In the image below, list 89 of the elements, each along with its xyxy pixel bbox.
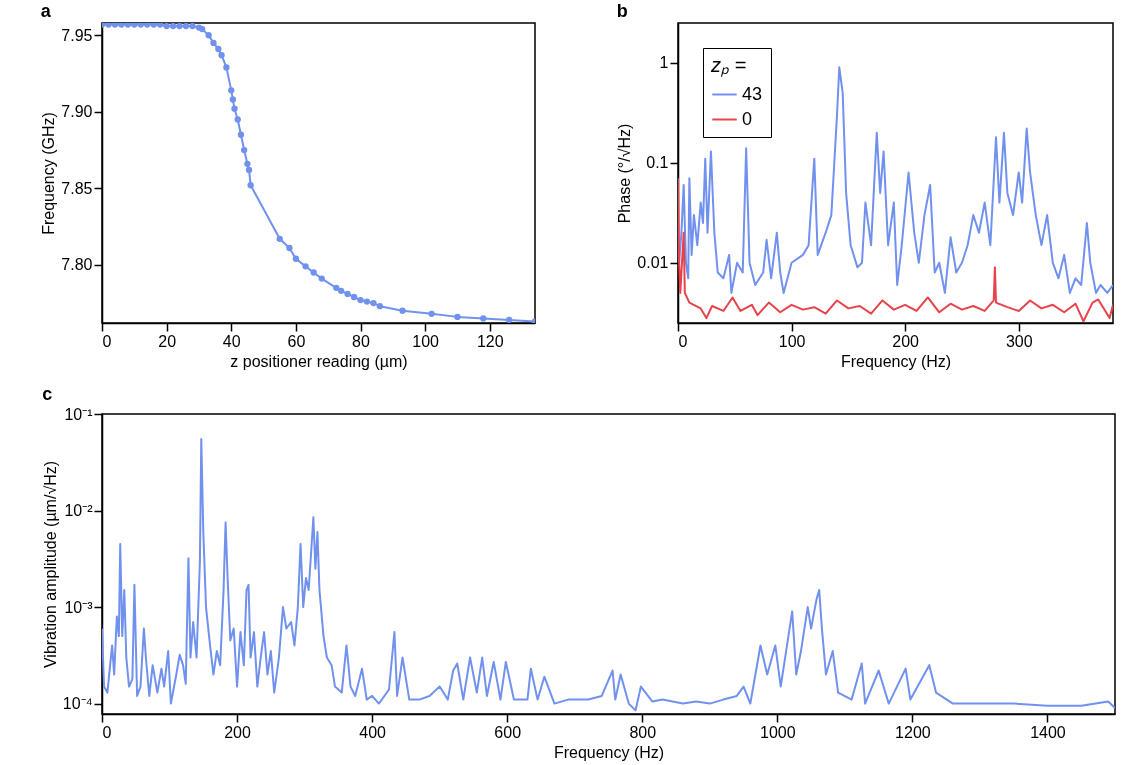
legend-label: 0 [742, 108, 753, 129]
point [505, 316, 513, 323]
point [182, 23, 190, 30]
x-tick-label: 400 [359, 723, 387, 741]
x-tick-label: 200 [224, 723, 252, 741]
legend-label: 43 [742, 83, 763, 104]
point [292, 255, 300, 262]
x-tick-label: 100 [412, 332, 440, 350]
point [210, 39, 217, 47]
x-tick-label: 1400 [1030, 723, 1066, 741]
point [223, 64, 230, 71]
point [376, 303, 384, 310]
x-tick-label: 0 [102, 723, 112, 741]
y-tick-label: 10⁻¹ [64, 405, 93, 423]
point [131, 23, 138, 28]
x-tick-label: 120 [476, 332, 504, 350]
point [241, 146, 248, 154]
point [363, 298, 371, 305]
point [237, 131, 245, 138]
y-tick-label: 7.95 [61, 26, 93, 44]
x-tick-label: 40 [222, 332, 241, 350]
point [318, 275, 325, 282]
point [150, 23, 157, 28]
point [333, 284, 340, 291]
point [480, 315, 487, 322]
point [228, 87, 235, 94]
point [176, 23, 183, 30]
point [302, 263, 309, 270]
point [234, 116, 241, 123]
y-axis-title: Vibration amplitude (µm/√Hz) [41, 460, 59, 669]
y-axis-title: Frequency (GHz) [40, 112, 58, 235]
point [247, 182, 254, 189]
point [205, 32, 212, 39]
point [337, 287, 345, 295]
line-series [102, 438, 1115, 712]
x-axis-title: z positioner reading (µm) [230, 352, 408, 370]
point [350, 293, 358, 301]
chart-title: b [616, 1, 628, 21]
y-tick-label: 1 [659, 54, 669, 72]
x-tick-label: 20 [158, 332, 177, 350]
point [218, 51, 225, 59]
point [157, 23, 164, 28]
point [144, 23, 151, 28]
point [428, 310, 435, 317]
y-tick-label: 0.1 [646, 154, 669, 172]
x-tick-label: 100 [778, 332, 806, 350]
x-tick-label: 1200 [895, 723, 931, 741]
y-tick-label: 7.90 [61, 103, 93, 121]
point [163, 23, 170, 30]
chart-title: a [40, 1, 52, 21]
point [276, 235, 283, 242]
point [215, 45, 222, 53]
y-tick-label: 0.01 [637, 254, 669, 272]
legend-title: zₚ = [710, 54, 747, 77]
x-tick-label: 200 [892, 332, 920, 350]
x-tick-label: 800 [629, 723, 657, 741]
point [189, 23, 196, 30]
y-tick-label: 10⁻³ [64, 598, 94, 616]
point [105, 23, 112, 28]
point [286, 244, 293, 252]
point [118, 23, 125, 28]
x-tick-label: 0 [102, 332, 112, 350]
x-tick-label: 60 [287, 332, 306, 350]
y-tick-label: 7.80 [61, 256, 93, 274]
x-tick-label: 300 [1005, 332, 1033, 350]
point [370, 299, 377, 307]
point [357, 296, 364, 304]
x-axis-title: Frequency (Hz) [840, 352, 952, 370]
point [310, 269, 317, 276]
point [399, 307, 406, 314]
x-tick-label: 1000 [760, 723, 796, 741]
point [454, 313, 461, 321]
y-tick-label: 7.85 [61, 179, 93, 197]
point [245, 166, 253, 174]
y-tick-label: 10⁻² [64, 502, 94, 520]
x-tick-label: 80 [352, 332, 371, 350]
y-tick-label: 10⁻⁴ [62, 695, 93, 713]
point [344, 290, 351, 298]
x-tick-label: 0 [678, 332, 688, 350]
x-axis-title: Frequency (Hz) [553, 743, 665, 761]
point [229, 96, 237, 103]
point [137, 23, 144, 28]
point [169, 23, 177, 30]
chart-title: c [42, 384, 53, 404]
point [231, 105, 238, 112]
y-axis-title: Phase (°/√Hz) [616, 123, 634, 224]
point [244, 160, 251, 167]
point [199, 25, 206, 33]
x-tick-label: 600 [494, 723, 522, 741]
